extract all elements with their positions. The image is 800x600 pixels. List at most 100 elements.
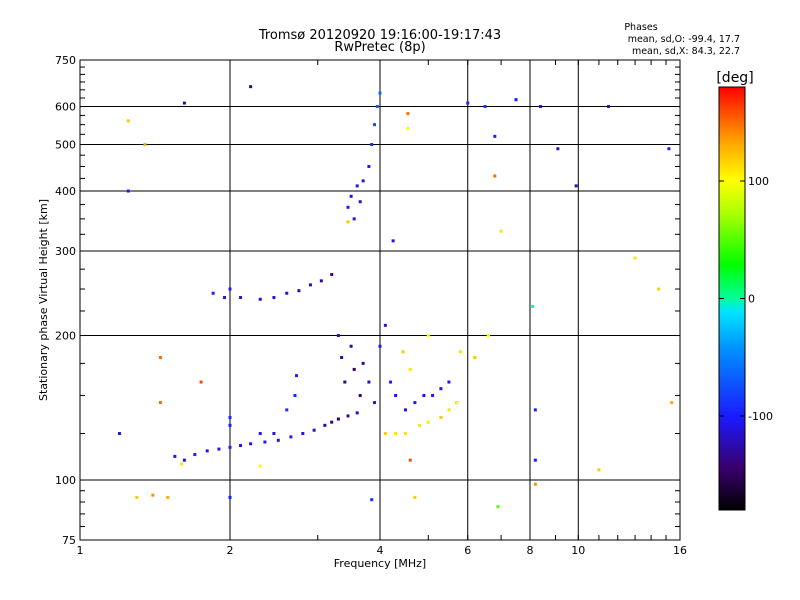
data-point [455,401,459,405]
data-point [408,367,412,371]
data-point [667,147,671,151]
data-point [431,394,435,398]
data-point [373,401,377,405]
data-point [263,440,267,444]
y-tick-label: 200 [55,330,76,343]
x-tick-label: 2 [227,544,234,557]
data-point [367,380,371,384]
data-point [426,334,430,338]
data-point [352,217,356,221]
data-point [370,498,374,502]
data-point [285,408,289,412]
data-point [173,454,177,458]
chart-subtitle: RwPretec (8p) [334,40,426,55]
x-axis-ticks: 1 2 4 6 8 10 16 [77,60,687,557]
data-point [346,414,350,418]
data-point [228,415,232,419]
data-point [670,401,674,405]
data-point [391,239,395,243]
x-tick-label: 4 [377,544,384,557]
data-point [346,205,350,209]
y-tick-label: 100 [55,474,76,487]
data-point [272,432,276,436]
data-point [336,417,340,421]
data-point [486,334,490,338]
data-point [394,432,398,436]
data-point [205,449,209,453]
data-point [483,105,487,109]
data-point [358,394,362,398]
y-axis-label: Stationary phase Virtual Height [km] [37,199,50,401]
data-point [361,179,365,183]
data-point [349,344,353,348]
data-point [413,495,417,499]
data-point [574,184,578,188]
data-point [352,367,356,371]
data-point [531,304,535,308]
data-point [199,380,203,384]
data-point [597,468,601,472]
phases-x-stats: mean, sd,X: 84.3, 22.7 [631,46,740,57]
data-point [295,374,299,378]
data-point [343,380,347,384]
data-point [556,147,560,151]
data-point [361,361,365,365]
y-tick-label: 600 [55,101,76,114]
data-point [403,408,407,412]
colorbar-unit-label: [deg] [716,70,753,86]
data-point [158,355,162,359]
phases-o-stats: mean, sd,O: -99.4, 17.7 [627,34,740,45]
data-point [406,126,410,130]
data-point [158,401,162,405]
data-point [228,423,232,427]
data-point [117,432,121,436]
data-point [394,394,398,398]
data-point [308,283,312,287]
data-point [228,287,232,291]
data-point [182,101,186,105]
data-point [249,442,253,446]
data-point [378,344,382,348]
data-point [417,423,421,427]
data-point [346,220,350,224]
data-point [249,85,253,89]
data-point [349,194,353,198]
data-point [193,453,197,457]
data-point [276,438,280,442]
data-point [370,143,374,147]
data-point [297,289,301,293]
data-point [514,98,518,102]
x-tick-label: 16 [673,544,687,557]
data-point [293,394,297,398]
data-point [473,355,477,359]
data-point [533,408,537,412]
data-point [228,495,232,499]
data-point [258,464,262,468]
data-point [358,200,362,204]
data-point [330,420,334,424]
data-point [319,279,323,283]
data-point [373,123,377,127]
data-point [406,112,410,116]
data-point [126,189,130,193]
grid-lines [80,60,680,540]
data-point [607,105,611,109]
data-point [633,256,637,260]
y-tick-label: 750 [55,54,76,67]
data-point [533,482,537,486]
data-point [323,423,327,427]
data-point [217,447,221,451]
data-point [223,296,227,300]
x-tick-label: 10 [571,544,585,557]
data-point [239,296,243,300]
data-point [657,287,661,291]
y-tick-label: 400 [55,185,76,198]
data-point [375,105,379,109]
data-point [180,462,184,466]
data-point [539,105,543,109]
phases-title: Phases [624,22,658,33]
chart-title: Tromsø 20120920 19:16:00-19:17:43 [258,28,502,43]
colorbar-ticks: -100 0 100 [719,175,773,423]
data-point [355,411,359,415]
data-point [143,143,147,147]
